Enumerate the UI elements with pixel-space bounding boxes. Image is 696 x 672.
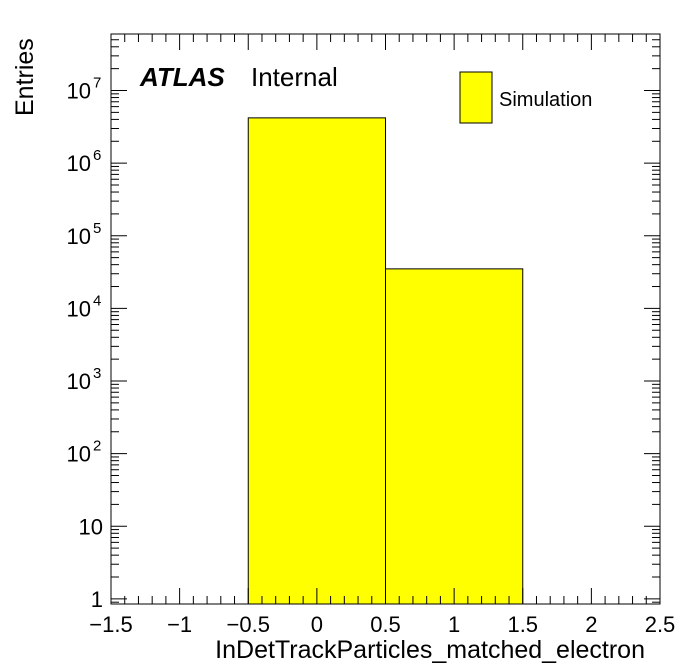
bars-layer bbox=[247, 117, 524, 605]
y-tick-label: 10 bbox=[67, 224, 91, 249]
x-tick-label: 2 bbox=[585, 612, 597, 637]
y-tick-exponent: 5 bbox=[93, 220, 101, 237]
x-tick-label: −1 bbox=[167, 612, 192, 637]
x-tick-label: 0 bbox=[311, 612, 323, 637]
y-tick-label: 10 bbox=[67, 79, 91, 104]
histogram-bar bbox=[385, 268, 524, 605]
y-tick-exponent: 4 bbox=[93, 292, 101, 309]
x-tick-label: 2.5 bbox=[645, 612, 676, 637]
legend: Simulation bbox=[459, 71, 592, 124]
legend-label-simulation: Simulation bbox=[499, 89, 592, 111]
x-axis-title: InDetTrackParticles_matched_electron bbox=[215, 636, 645, 664]
histogram-bar bbox=[247, 117, 386, 605]
y-tick-label: 10 bbox=[67, 296, 91, 321]
y-tick-exponent: 6 bbox=[93, 147, 101, 164]
y-tick-label: 10 bbox=[67, 369, 91, 394]
legend-swatch-simulation bbox=[459, 71, 493, 124]
y-tick-label: 10 bbox=[79, 514, 103, 539]
y-tick-label: 10 bbox=[67, 442, 91, 467]
y-tick-exponent: 7 bbox=[93, 75, 101, 92]
atlas-label: ATLAS bbox=[139, 62, 225, 92]
x-tick-label: 1 bbox=[448, 612, 460, 637]
x-tick-label: −0.5 bbox=[227, 612, 270, 637]
internal-label: Internal bbox=[251, 62, 338, 92]
x-tick-label: 0.5 bbox=[370, 612, 401, 637]
y-axis-title: Entries bbox=[11, 38, 39, 116]
y-tick-exponent: 3 bbox=[93, 365, 101, 382]
x-tick-label: 1.5 bbox=[507, 612, 538, 637]
y-tick-label: 10 bbox=[67, 151, 91, 176]
x-tick-label: −1.5 bbox=[89, 612, 132, 637]
y-tick-label: 1 bbox=[91, 587, 103, 612]
x-tick-labels: −1.5 −1 −0.5 0 0.5 1 1.5 2 2.5 bbox=[89, 612, 675, 637]
plot-frame bbox=[110, 33, 661, 605]
y-tick-exponent: 2 bbox=[93, 438, 101, 455]
